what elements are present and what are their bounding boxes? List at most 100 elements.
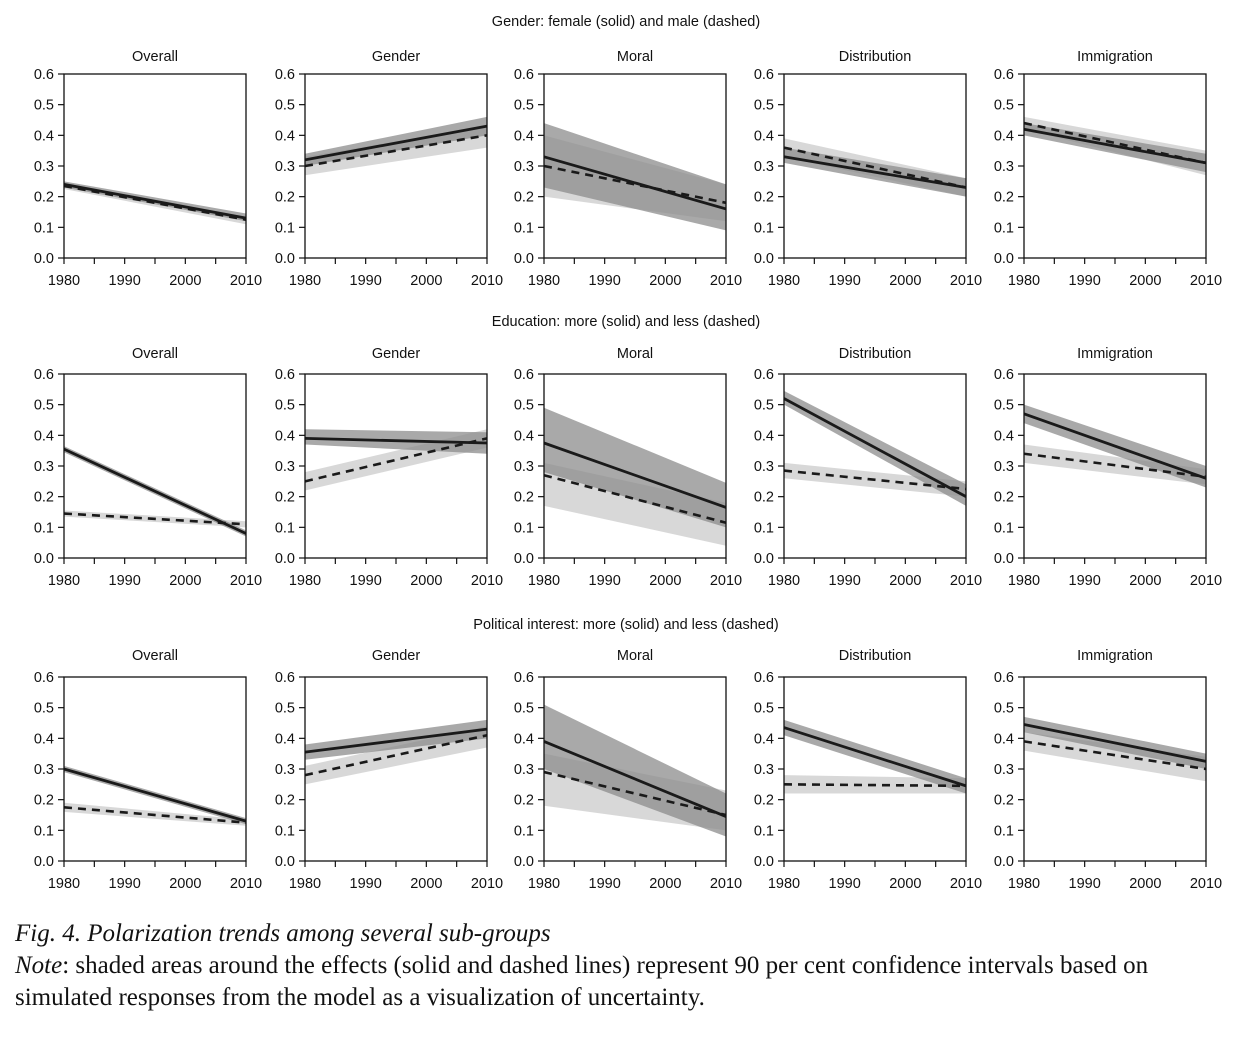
y-tick-label: 0.0: [34, 854, 54, 870]
x-tick-label: 1990: [109, 273, 141, 289]
x-tick-label: 2000: [889, 273, 921, 289]
y-tick-label: 0.1: [514, 520, 534, 536]
y-tick-label: 0.0: [994, 251, 1014, 267]
x-tick-label: 2010: [710, 573, 742, 589]
x-tick-label: 2010: [230, 273, 262, 289]
x-tick-label: 2000: [410, 876, 442, 892]
x-tick-label: 2000: [1129, 573, 1161, 589]
y-tick-label: 0.5: [994, 398, 1014, 414]
y-tick-label: 0.1: [34, 220, 54, 236]
y-tick-label: 0.1: [34, 823, 54, 839]
x-tick-label: 2010: [230, 876, 262, 892]
x-tick-label: 2000: [169, 876, 201, 892]
y-tick-label: 0.3: [514, 459, 534, 475]
y-tick-label: 0.2: [754, 490, 774, 506]
y-tick-label: 0.1: [754, 520, 774, 536]
y-tick-label: 0.2: [275, 490, 295, 506]
y-tick-label: 0.4: [34, 128, 54, 144]
y-tick-label: 0.3: [514, 762, 534, 778]
x-tick-label: 1990: [1069, 876, 1101, 892]
y-tick-label: 0.6: [275, 670, 295, 686]
confidence-band-solid: [544, 123, 726, 231]
y-tick-label: 0.1: [514, 220, 534, 236]
trend-line-solid: [304, 727, 488, 754]
y-tick-label: 0.6: [994, 670, 1014, 686]
panel-title: Moral: [617, 49, 653, 65]
x-tick-label: 1990: [1069, 273, 1101, 289]
y-tick-label: 0.3: [34, 159, 54, 175]
y-tick-label: 0.4: [514, 428, 534, 444]
x-tick-label: 1990: [829, 876, 861, 892]
x-tick-label: 2000: [410, 573, 442, 589]
group-title: Gender: female (solid) and male (dashed): [492, 14, 760, 30]
x-tick-label: 2010: [950, 273, 982, 289]
x-tick-label: 1980: [48, 273, 80, 289]
y-tick-label: 0.5: [994, 701, 1014, 717]
y-tick-label: 0.0: [514, 551, 534, 567]
y-tick-label: 0.0: [275, 251, 295, 267]
plot-frame: [63, 73, 247, 259]
x-tick-label: 2010: [230, 573, 262, 589]
y-tick-label: 0.5: [754, 98, 774, 114]
x-tick-label: 1990: [109, 876, 141, 892]
x-tick-label: 1980: [1008, 273, 1040, 289]
x-tick-label: 1980: [768, 273, 800, 289]
y-tick-label: 0.2: [994, 190, 1014, 206]
y-tick-label: 0.0: [275, 854, 295, 870]
x-tick-label: 2000: [169, 573, 201, 589]
y-tick-label: 0.0: [34, 251, 54, 267]
trend-line-dashed: [63, 512, 247, 526]
trend-line-solid: [543, 740, 727, 818]
y-tick-label: 0.6: [754, 67, 774, 83]
y-tick-label: 0.0: [994, 551, 1014, 567]
x-tick-label: 1980: [289, 876, 321, 892]
trend-line-dashed: [783, 469, 967, 491]
trend-line-solid: [783, 397, 967, 498]
x-tick-label: 2000: [889, 573, 921, 589]
x-tick-label: 1980: [768, 573, 800, 589]
trend-line-dashed: [543, 164, 727, 205]
y-tick-label: 0.2: [754, 190, 774, 206]
confidence-band-dashed: [1024, 732, 1206, 782]
trend-line-solid: [63, 183, 247, 220]
y-tick-label: 0.4: [994, 731, 1014, 747]
y-tick-label: 0.1: [994, 823, 1014, 839]
y-tick-label: 0.4: [275, 128, 295, 144]
y-tick-label: 0.5: [514, 398, 534, 414]
y-tick-label: 0.5: [514, 701, 534, 717]
x-tick-label: 1990: [589, 876, 621, 892]
note-text: : shaded areas around the effects (solid…: [15, 952, 1149, 1011]
group-title: Political interest: more (solid) and les…: [473, 617, 778, 633]
y-tick-label: 0.6: [514, 67, 534, 83]
y-tick-label: 0.2: [994, 793, 1014, 809]
x-tick-label: 2000: [410, 273, 442, 289]
y-tick-label: 0.0: [754, 854, 774, 870]
y-tick-label: 0.5: [34, 701, 54, 717]
y-tick-label: 0.5: [34, 98, 54, 114]
x-tick-label: 1980: [289, 573, 321, 589]
y-tick-label: 0.5: [275, 98, 295, 114]
y-tick-label: 0.1: [275, 823, 295, 839]
y-tick-label: 0.4: [754, 731, 774, 747]
y-tick-label: 0.4: [754, 428, 774, 444]
y-tick-label: 0.3: [275, 159, 295, 175]
panel-title: Overall: [132, 49, 178, 65]
y-tick-label: 0.3: [275, 459, 295, 475]
y-tick-label: 0.2: [34, 490, 54, 506]
y-tick-label: 0.2: [275, 793, 295, 809]
x-tick-label: 1980: [528, 876, 560, 892]
x-tick-label: 2010: [1190, 573, 1222, 589]
panel-title: Moral: [617, 648, 653, 664]
y-tick-label: 0.2: [514, 490, 534, 506]
y-tick-label: 0.4: [275, 731, 295, 747]
x-tick-label: 2000: [889, 876, 921, 892]
trend-line-dashed: [1023, 740, 1207, 771]
x-tick-label: 2000: [169, 273, 201, 289]
y-tick-label: 0.1: [34, 520, 54, 536]
y-tick-label: 0.4: [994, 428, 1014, 444]
y-tick-label: 0.0: [514, 854, 534, 870]
trend-line-solid: [63, 767, 247, 823]
y-tick-label: 0.0: [754, 551, 774, 567]
y-tick-label: 0.1: [754, 220, 774, 236]
trend-line-dashed: [304, 437, 488, 483]
